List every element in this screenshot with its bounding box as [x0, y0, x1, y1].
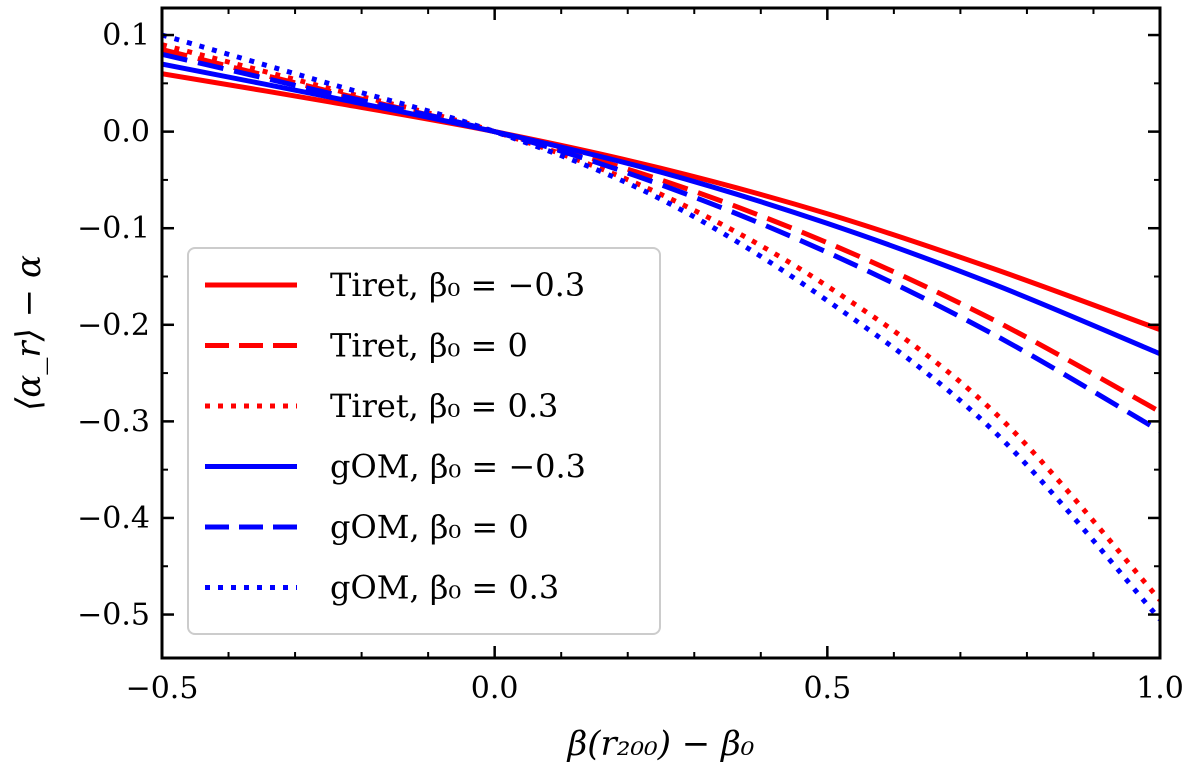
legend-item-tiret-0: Tiret, β₀ = 0	[205, 327, 528, 365]
legend-item-gom-0: gOM, β₀ = 0	[205, 508, 529, 546]
y-tick-label: 0.0	[102, 115, 150, 150]
series-line-gom-0-3	[162, 32, 1160, 622]
legend-label: Tiret, β₀ = 0	[330, 327, 528, 365]
y-tick-label: 0.1	[102, 18, 150, 53]
ticks-layer	[160, 8, 1162, 658]
legend-label: gOM, β₀ = 0.3	[330, 569, 559, 607]
x-tick-label: 1.0	[1136, 671, 1184, 706]
x-tick-label: 0.5	[803, 671, 851, 706]
legend-items: Tiret, β₀ = −0.3 Tiret, β₀ = 0 Tiret, β₀ =…	[205, 266, 586, 607]
legend-label: gOM, β₀ = 0	[330, 508, 529, 546]
legend: Tiret, β₀ = −0.3 Tiret, β₀ = 0 Tiret, β₀ =…	[187, 247, 661, 635]
series-line-gom-0-3	[162, 61, 1160, 357]
y-axis-label: ⟨α_r⟩ − α	[9, 255, 49, 411]
legend-item-tiret-0-3: Tiret, β₀ = 0.3	[205, 387, 558, 425]
legend-label: gOM, β₀ = −0.3	[330, 448, 586, 486]
y-tick-label: −0.1	[77, 211, 150, 246]
series-layer	[162, 32, 1160, 622]
y-tick-label: −0.2	[77, 308, 150, 343]
series-line-tiret-0-3	[162, 71, 1160, 332]
series-line-gom-0	[162, 51, 1160, 434]
y-tick-label: −0.4	[77, 501, 150, 536]
legend-label: Tiret, β₀ = 0.3	[330, 387, 558, 425]
legend-label: Tiret, β₀ = −0.3	[330, 266, 585, 304]
plot-frame	[160, 6, 1162, 660]
legend-item-gom-0-3: gOM, β₀ = −0.3	[205, 448, 586, 486]
y-tick-label: −0.3	[77, 404, 150, 439]
x-tick-label: −0.5	[126, 671, 199, 706]
legend-item-gom-0-3: gOM, β₀ = 0.3	[205, 569, 559, 607]
series-line-tiret-0-3	[162, 42, 1160, 602]
x-tick-label: 0.0	[471, 671, 519, 706]
x-axis-label: β(r₂₀₀) − β₀	[566, 724, 755, 764]
legend-item-tiret-0-3: Tiret, β₀ = −0.3	[205, 266, 585, 304]
y-tick-label: −0.5	[77, 598, 150, 633]
tick-labels-layer: −0.5 0.0 0.5 1.0 0.1 0.0 −0.1 −0.2 −0.3 −0.4 −0.5	[77, 18, 1184, 706]
legend-box	[187, 247, 661, 635]
